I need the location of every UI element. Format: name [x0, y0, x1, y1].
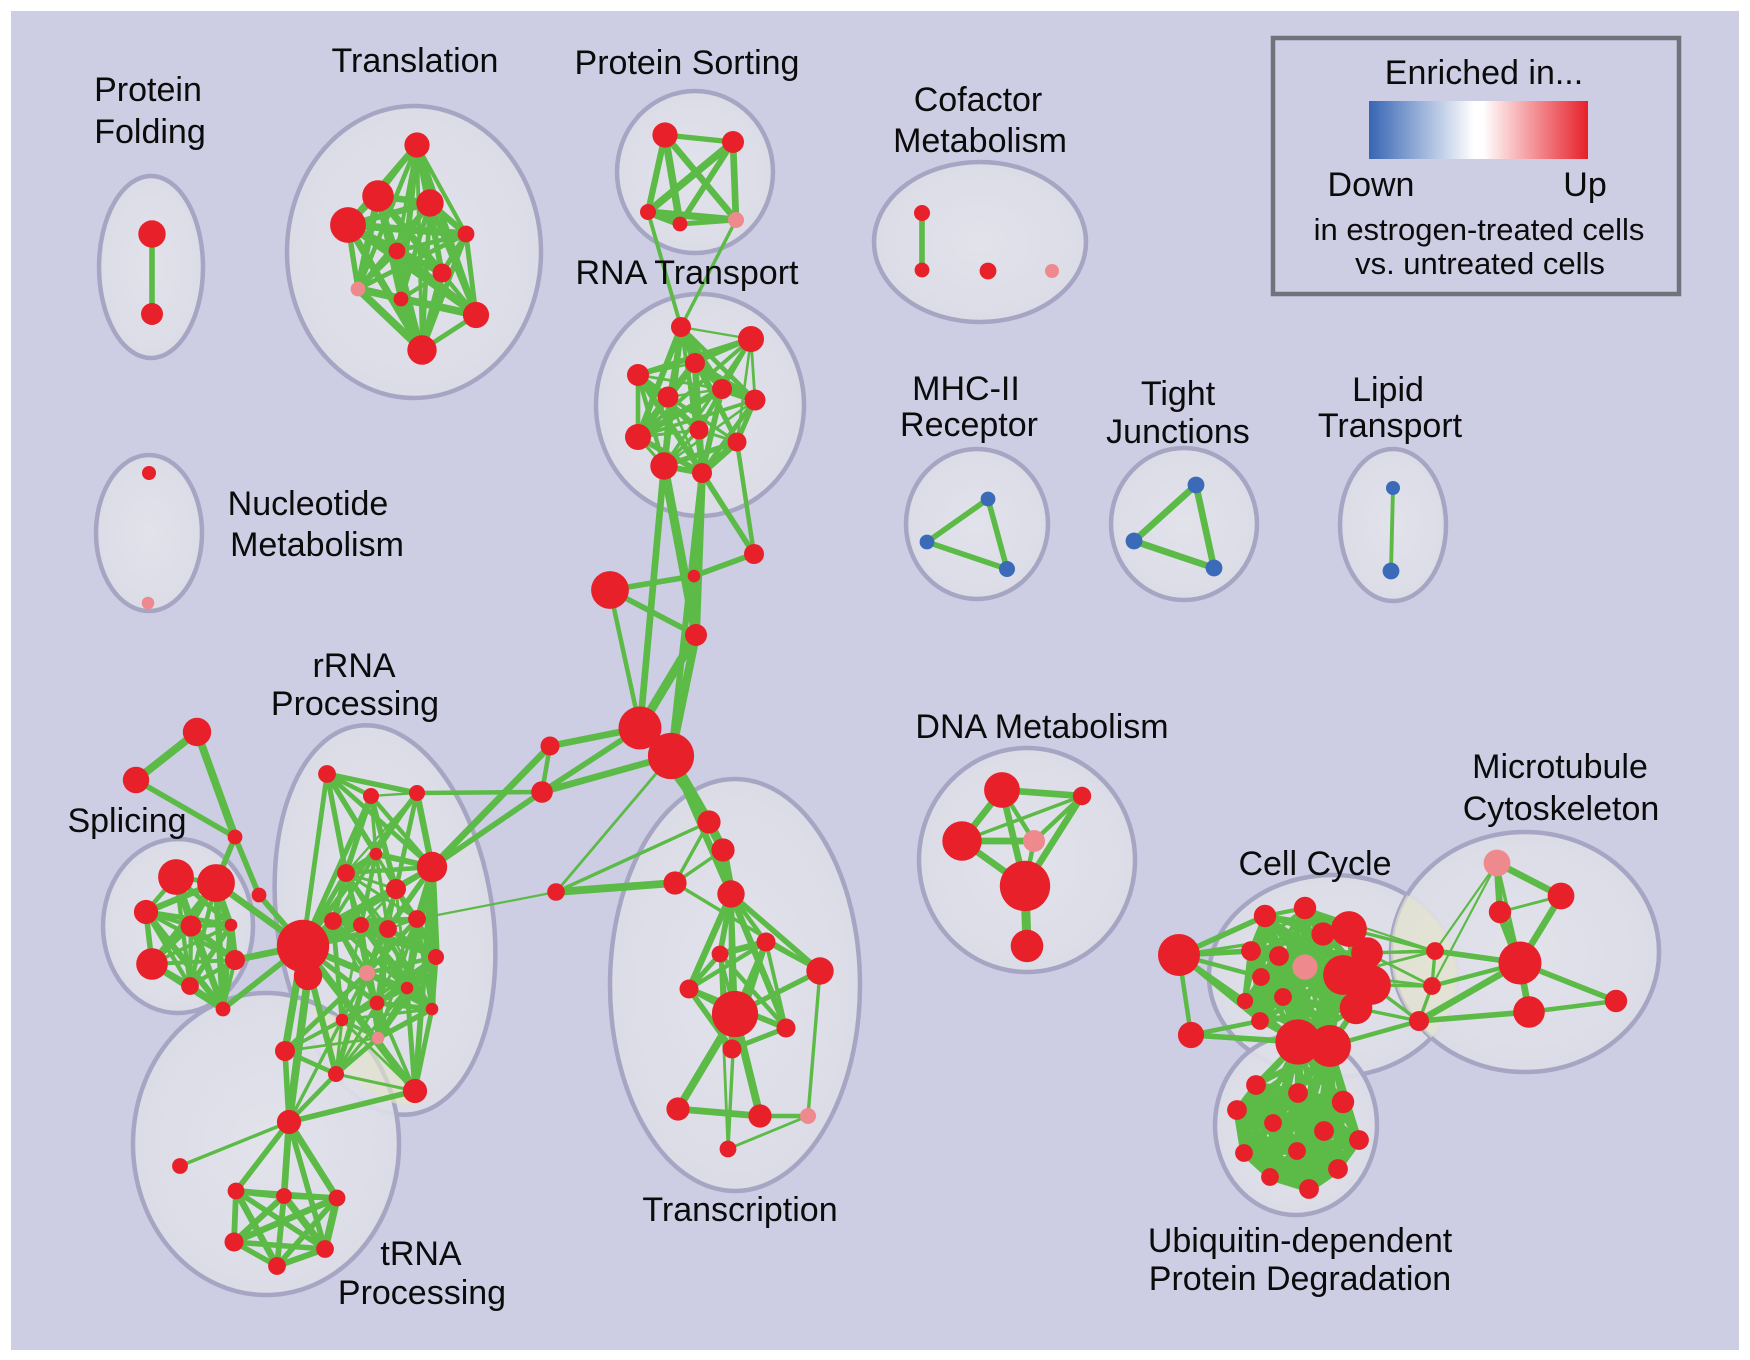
svg-text:vs. untreated cells: vs. untreated cells [1355, 246, 1605, 281]
svg-text:Cell Cycle: Cell Cycle [1238, 845, 1391, 883]
svg-text:RNA Transport: RNA Transport [576, 254, 800, 292]
svg-text:Protein Degradation: Protein Degradation [1149, 1260, 1451, 1298]
svg-text:Protein Sorting: Protein Sorting [575, 44, 800, 82]
svg-text:Metabolism: Metabolism [230, 526, 404, 564]
svg-text:Up: Up [1563, 166, 1606, 204]
svg-text:rRNA: rRNA [312, 647, 395, 685]
svg-text:Down: Down [1328, 166, 1415, 204]
svg-text:MHC-II: MHC-II [912, 370, 1020, 408]
svg-text:in estrogen-treated cells: in estrogen-treated cells [1314, 212, 1645, 247]
svg-text:Protein: Protein [94, 71, 202, 109]
svg-text:Transcription: Transcription [642, 1191, 837, 1229]
svg-text:Processing: Processing [271, 685, 439, 723]
svg-text:Processing: Processing [338, 1274, 506, 1312]
svg-text:Cofactor: Cofactor [914, 81, 1043, 119]
svg-text:Translation: Translation [332, 42, 499, 80]
svg-text:Ubiquitin-dependent: Ubiquitin-dependent [1148, 1222, 1453, 1260]
svg-text:Microtubule: Microtubule [1472, 748, 1648, 786]
svg-text:Enriched in...: Enriched in... [1385, 54, 1583, 92]
svg-text:tRNA: tRNA [380, 1235, 462, 1273]
svg-text:Nucleotide: Nucleotide [228, 485, 389, 523]
svg-text:Lipid: Lipid [1352, 371, 1424, 409]
svg-text:Folding: Folding [94, 113, 206, 151]
svg-text:Cytoskeleton: Cytoskeleton [1463, 790, 1660, 828]
svg-text:Transport: Transport [1318, 407, 1463, 445]
svg-text:Splicing: Splicing [67, 802, 186, 840]
svg-text:Receptor: Receptor [900, 406, 1038, 444]
svg-text:Metabolism: Metabolism [893, 122, 1067, 160]
svg-text:DNA Metabolism: DNA Metabolism [915, 708, 1168, 746]
svg-text:Tight: Tight [1141, 375, 1216, 413]
svg-text:Junctions: Junctions [1106, 413, 1250, 451]
